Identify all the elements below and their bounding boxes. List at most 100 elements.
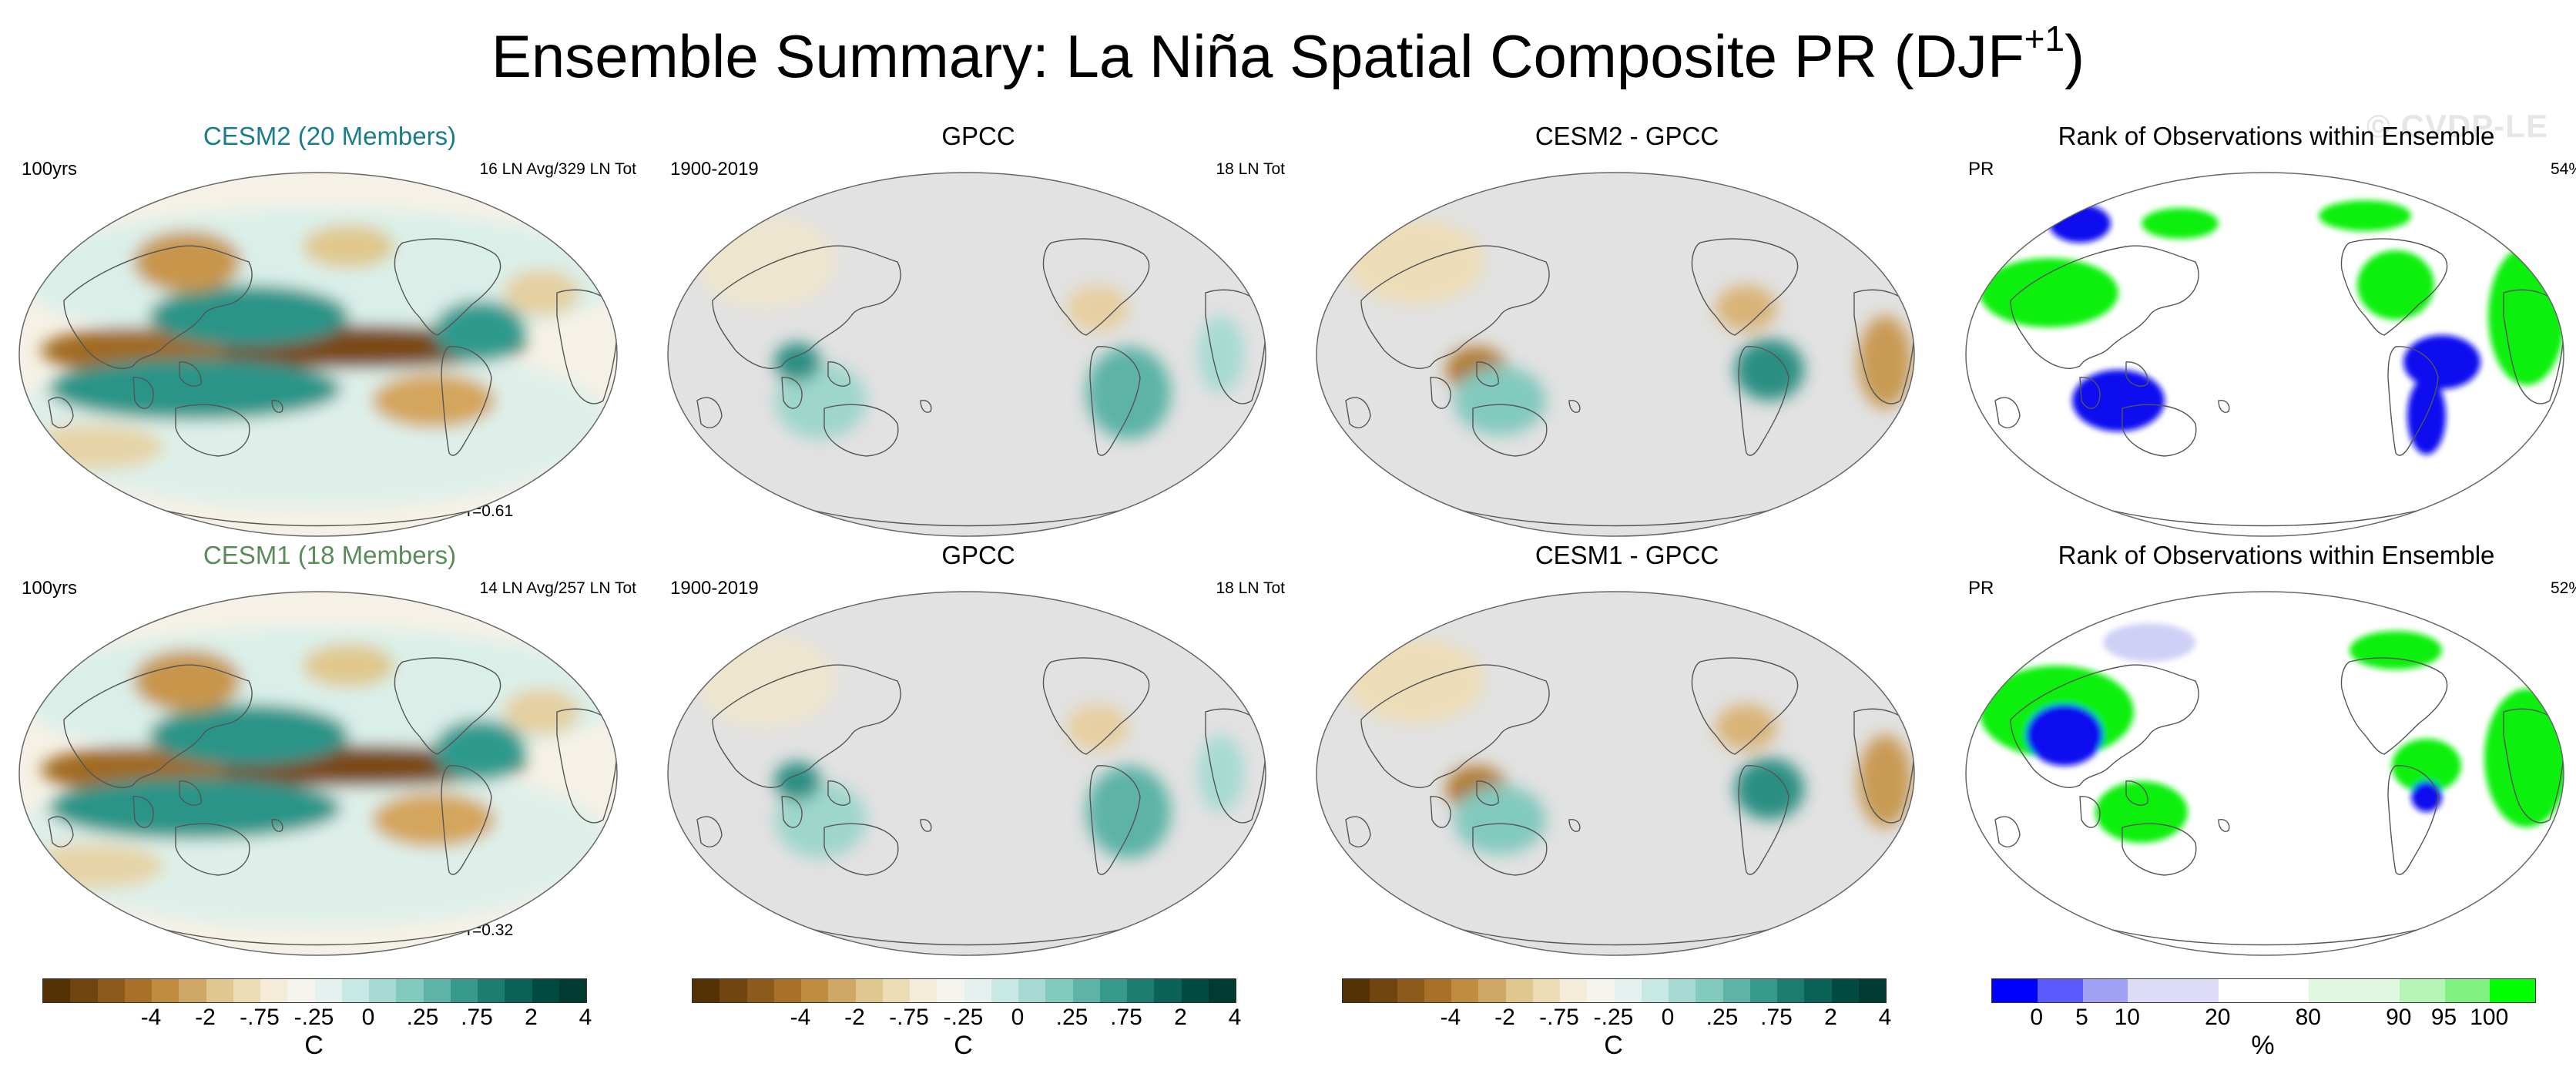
coastline [1472,404,1548,457]
field-blob [1454,366,1546,435]
panel-right-label: 18 LN Tot [1216,579,1285,597]
coastline [156,927,481,946]
colorbar-swatch [882,979,910,1002]
colorbar-swatch [2490,979,2535,1002]
colorbar-swatch [423,979,451,1002]
field-blob [2350,631,2442,669]
colorbar-tick-label: 0 [361,1005,375,1030]
coastline [696,816,723,847]
panel-title: GPCC [941,541,1015,569]
field-blob [2403,335,2480,389]
colorbar-swatch [287,979,315,1002]
field-blob [697,635,836,727]
colorbar-tick-label: -.75 [240,1005,280,1030]
field-blob [303,644,395,687]
coastline [781,796,803,828]
colorbar-unit: % [2251,1031,2275,1060]
field-blob [1858,735,1912,827]
colorbar-swatch [1424,979,1451,1002]
map-panel-r2-c3: CESM1 - GPCC [1303,535,1950,956]
coastlines [1345,238,1914,527]
colorbar-swatch [1397,979,1424,1002]
colorbar-swatches [1991,978,2536,1003]
coastline [2387,765,2439,875]
map-border [18,591,618,956]
panel-title: Rank of Observations within Ensemble [2058,541,2495,569]
panel-title: CESM1 - GPCC [1535,541,1719,569]
coastline [271,400,283,413]
colorbar-swatch [1560,979,1588,1002]
panel-right-label: 18 LN Tot [1216,160,1285,178]
panel-title: Rank of Observations within Ensemble [2058,122,2495,150]
colorbar-swatch [1127,979,1155,1002]
colorbar-tick-label: -2 [844,1005,865,1030]
coastline [2340,657,2448,755]
coastline [920,400,932,413]
coastline [696,397,723,428]
map-border [1316,591,1915,956]
colorbar-swatch [2354,979,2400,1002]
colorbar-swatch [991,979,1018,1002]
coastline [823,823,899,876]
colorbar-swatch [1208,979,1236,1002]
colorbar-swatch [206,979,233,1002]
field-blob [372,374,495,428]
coastline [1738,346,1789,456]
colorbar-swatch [70,979,98,1002]
colorbar-tick-label: .75 [1760,1005,1793,1030]
colorbar-tick-label: 90 [2386,1005,2412,1030]
coastlines [1994,238,2564,527]
field-blob [1086,766,1171,858]
colorbar-swatch [1831,979,1859,1002]
coastline [1430,796,1451,828]
panel-left-label: 1900-2019 [670,159,759,180]
colorbar-tick-label: -2 [1494,1005,1515,1030]
world-map-r2-c3 [1316,591,1915,956]
field-blob [2072,370,2165,431]
colorbar-swatch [1018,979,1046,1002]
field-blob [149,704,349,766]
coastline [2079,377,2101,409]
map-panel-r1-c3: CESM2 - GPCC [1303,116,1950,537]
field-blob [2026,704,2103,766]
field-blob [2484,689,2564,827]
coastline [63,664,253,788]
field-blob [503,270,580,316]
coastline [1994,816,2021,847]
coastline [271,819,283,832]
colorbar-tick-label: 100 [2470,1005,2509,1030]
colorbar-swatch [2037,979,2083,1002]
page-title-superscript: +1 [2024,18,2065,59]
colorbar-swatch [1505,979,1533,1002]
colorbar-swatch [341,979,369,1002]
colorbar-swatches [692,978,1236,1003]
coastline [2010,245,2199,369]
coastline [1360,245,1550,369]
coastline [48,397,74,428]
colorbar-swatch [152,979,179,1002]
colorbar-1: -4 -2 -.75 -.25 0 .25 .75 2 4 C [42,978,597,1063]
colorbar-swatch [1370,979,1397,1002]
coastline [394,238,501,336]
colorbar-swatch [1669,979,1696,1002]
colorbar-tick-label: 0 [2030,1005,2044,1030]
map-panel-r1-c1: CESM2 (20 Members) 100yrs 16 LN Avg/329 LN… [6,116,653,537]
colorbar-swatch [828,979,856,1002]
colorbar-swatch [558,979,586,1002]
colorbar-unit: C [954,1031,973,1060]
colorbar-tick-label: 2 [525,1005,538,1030]
map-panel-r2-c2: GPCC 1900-2019 18 LN Tot [655,535,1302,956]
colorbar-swatch [1181,979,1209,1002]
colorbar-swatch [910,979,937,1002]
panel-right-label: 52% [2550,579,2576,597]
coastline [823,404,899,457]
colorbar-tick-label: 20 [2205,1005,2231,1030]
field-blob [434,300,526,362]
colorbar-tick-label: -.25 [1593,1005,1634,1030]
field-blob [2319,200,2411,231]
coastline [1568,400,1581,413]
coastline [394,657,501,755]
colorbar-2: -4 -2 -.75 -.25 0 .25 .75 2 4 C [692,978,1246,1063]
colorbar-swatch [1992,979,2038,1002]
field-blob [1454,785,1546,854]
